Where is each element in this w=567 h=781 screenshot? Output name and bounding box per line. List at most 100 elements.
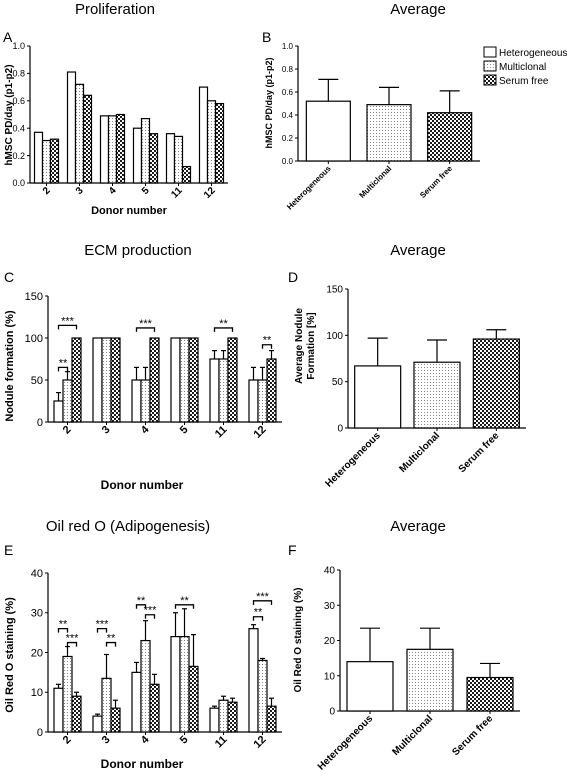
significance-label: ** bbox=[180, 595, 189, 607]
bar bbox=[101, 677, 112, 733]
bar bbox=[427, 112, 473, 162]
significance-label: ** bbox=[59, 357, 68, 369]
y-tick-label: 20 bbox=[31, 647, 43, 659]
y-tick-label: 10 bbox=[31, 687, 43, 699]
bar bbox=[62, 379, 73, 423]
panel-b-letter: B bbox=[262, 29, 271, 45]
x-tick-label: 5 bbox=[178, 424, 191, 437]
bar bbox=[181, 165, 192, 184]
bar bbox=[92, 337, 103, 423]
panel-e-xlabel: Donor number bbox=[101, 757, 184, 771]
bar bbox=[110, 707, 121, 733]
x-tick-label: Heterogeneous bbox=[316, 713, 376, 773]
y-tick-label: 0.0 bbox=[282, 157, 294, 166]
bar bbox=[227, 337, 238, 423]
panel-d-letter: D bbox=[288, 269, 298, 285]
x-tick-label: 12 bbox=[202, 185, 218, 201]
significance-label: ** bbox=[263, 335, 272, 347]
panel-d-ylabel-line2: Formation [%] bbox=[306, 312, 317, 379]
bar bbox=[41, 139, 52, 184]
significance-label: *** bbox=[144, 605, 158, 617]
bar bbox=[257, 659, 268, 733]
panel-a-letter: A bbox=[3, 29, 13, 45]
panel-c-ylabel: Nodule formation (%) bbox=[4, 310, 16, 422]
bar bbox=[99, 115, 110, 184]
x-tick-label: 2 bbox=[41, 185, 53, 197]
bar bbox=[366, 104, 412, 162]
bar bbox=[179, 337, 190, 423]
bar bbox=[198, 86, 209, 184]
y-tick-label: 40 bbox=[31, 568, 43, 580]
bar bbox=[101, 337, 112, 423]
panel-c-title: ECM production bbox=[84, 242, 192, 259]
significance-bracket bbox=[135, 327, 156, 332]
bar bbox=[188, 665, 199, 733]
y-tick-label: 10 bbox=[324, 671, 336, 682]
y-tick-label: 150 bbox=[326, 285, 343, 296]
legend-swatch-multiclonal bbox=[483, 60, 497, 72]
bar bbox=[266, 705, 277, 733]
x-tick-label: 3 bbox=[100, 424, 113, 437]
bar bbox=[66, 71, 77, 184]
bar bbox=[53, 400, 64, 423]
legend-label-multiclonal: Multiclonal bbox=[499, 62, 546, 73]
bar bbox=[115, 113, 126, 184]
panel-a-chart: 0.0 0.2 0.4 0.6 0.8 1.0 2 3 4 5 11 12 bbox=[12, 41, 228, 201]
bar bbox=[62, 655, 73, 733]
y-tick-label: 0.2 bbox=[12, 151, 25, 161]
panel-e-letter: E bbox=[4, 542, 13, 558]
panel-e-title: Oil red O (Adipogenesis) bbox=[46, 518, 210, 535]
y-tick-label: 20 bbox=[324, 636, 336, 647]
panel-a-title: Proliferation bbox=[75, 1, 155, 18]
bar bbox=[53, 687, 64, 733]
significance-label: ** bbox=[59, 619, 68, 631]
panel-b-ylabel: hMSC PD/day (p1-p2) bbox=[264, 57, 274, 148]
y-tick-label: 0 bbox=[37, 727, 43, 739]
significance-label: ** bbox=[219, 318, 228, 330]
bar bbox=[148, 133, 159, 184]
x-tick-label: Multiclonal bbox=[358, 164, 394, 200]
bar bbox=[248, 379, 259, 423]
significance-bracket bbox=[144, 614, 156, 619]
legend-label-heterogeneous: Heterogeneous bbox=[499, 48, 567, 59]
y-tick-label: 0.8 bbox=[282, 65, 294, 74]
panel-b-chart: 0.0 0.2 0.4 0.6 0.8 1.0 Heterogeneous Multiclon… bbox=[282, 42, 480, 212]
significance-label: ** bbox=[107, 633, 116, 645]
bar bbox=[110, 337, 121, 423]
panel-d-title: Average bbox=[390, 242, 446, 259]
x-tick-label: Multiclonal bbox=[397, 430, 442, 475]
bar bbox=[140, 639, 151, 733]
significance-label: *** bbox=[61, 315, 75, 327]
bar bbox=[140, 118, 151, 184]
y-tick-label: 100 bbox=[25, 333, 43, 345]
y-tick-label: 30 bbox=[324, 601, 336, 612]
significance-bracket bbox=[96, 628, 108, 633]
y-tick-label: 0.6 bbox=[282, 88, 294, 97]
bar bbox=[209, 358, 220, 423]
bar bbox=[248, 628, 259, 733]
x-tick-label: Heterogeneous bbox=[285, 164, 333, 212]
panel-f-title: Average bbox=[390, 518, 446, 535]
significance-label: ** bbox=[254, 607, 263, 619]
significance-bracket bbox=[57, 628, 69, 633]
significance-bracket bbox=[252, 616, 264, 621]
bar bbox=[131, 671, 142, 733]
y-tick-label: 1.0 bbox=[282, 42, 294, 51]
y-tick-label: 0.0 bbox=[12, 178, 25, 188]
bar bbox=[218, 699, 229, 733]
panel-b-title: Average bbox=[390, 1, 446, 18]
significance-label: *** bbox=[256, 591, 270, 603]
x-tick-label: Serum free bbox=[457, 430, 502, 475]
bar bbox=[173, 135, 184, 184]
bar bbox=[107, 115, 118, 184]
bar bbox=[227, 701, 238, 733]
y-tick-label: 0.4 bbox=[12, 123, 25, 133]
y-tick-label: 30 bbox=[31, 608, 43, 620]
bar bbox=[354, 365, 402, 429]
x-tick-label: Serum free bbox=[450, 713, 495, 758]
panel-c-xlabel: Donor number bbox=[101, 478, 184, 492]
bar bbox=[346, 661, 394, 712]
bar bbox=[170, 635, 181, 733]
